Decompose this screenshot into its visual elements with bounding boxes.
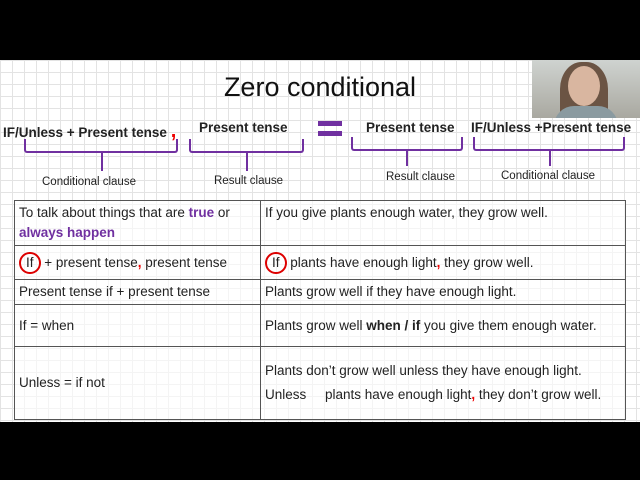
slide-title: Zero conditional: [223, 72, 417, 102]
formula-right-result: Present tense: [366, 120, 455, 135]
table-row: If + present tense, present tense If pla…: [14, 245, 626, 280]
usage-cell: To talk about things that are true or al…: [14, 200, 261, 246]
slide: Zero conditional IF/Unless + Present ten…: [0, 60, 640, 422]
structure-cell: If + present tense, present tense: [14, 245, 261, 280]
label-conditional-clause: Conditional clause: [42, 176, 136, 188]
brace: [24, 139, 178, 153]
examples-table: To talk about things that are true or al…: [14, 200, 626, 420]
example-cell: Plants grow well if they have enough lig…: [260, 279, 626, 305]
brace: [351, 137, 463, 151]
formula-right-conditional: IF/Unless +Present tense: [471, 120, 632, 135]
equals-icon: [318, 121, 342, 137]
structure-cell: Unless = if not: [14, 346, 261, 420]
example-cell: If you give plants enough water, they gr…: [260, 200, 626, 246]
example-cell: Plants grow well when / if you give them…: [260, 304, 626, 347]
table-row: Unless = if not Plants don’t grow well u…: [14, 346, 626, 420]
label-result-clause: Result clause: [214, 175, 284, 187]
brace: [189, 139, 304, 153]
label-result-clause: Result clause: [386, 171, 456, 183]
table-row: If = when Plants grow well when / if you…: [14, 304, 626, 347]
structure-cell: If = when: [14, 304, 261, 347]
example-cell: Plants don’t grow well unless they have …: [260, 346, 626, 420]
formula-left-conditional: IF/Unless + Present tense ,: [3, 120, 177, 142]
webcam-video: [532, 60, 640, 118]
example-cell: If plants have enough light, they grow w…: [260, 245, 626, 280]
table-row: To talk about things that are true or al…: [14, 200, 626, 246]
table-row: Present tense if + present tense Plants …: [14, 279, 626, 305]
structure-cell: Present tense if + present tense: [14, 279, 261, 305]
formula-left-result: Present tense: [199, 120, 288, 135]
brace: [473, 137, 625, 151]
label-conditional-clause: Conditional clause: [501, 170, 595, 182]
